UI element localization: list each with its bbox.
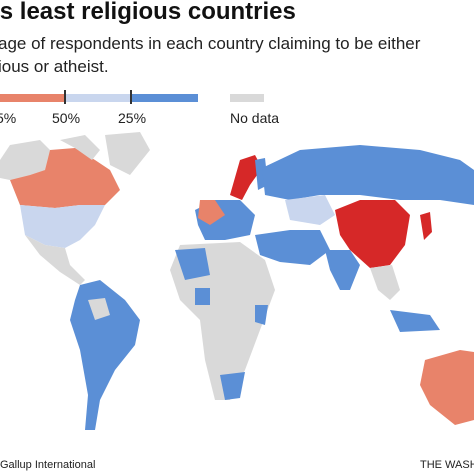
- legend-label: No data: [230, 110, 280, 126]
- venezuela: [88, 298, 110, 320]
- africa: [170, 242, 275, 400]
- legend-label: 50%: [52, 110, 81, 126]
- legend-swatch: [132, 94, 198, 102]
- nigeria: [195, 288, 210, 305]
- western-europe: [198, 200, 225, 225]
- legend-swatch: [66, 94, 130, 102]
- credit: THE WASHI: [420, 459, 474, 471]
- canada: [10, 148, 120, 208]
- legend-label: 25%: [118, 110, 147, 126]
- legend-label: 5%: [0, 110, 17, 126]
- middle-east: [255, 230, 330, 265]
- legend-divider: [130, 90, 132, 104]
- legend-swatch: [230, 94, 264, 102]
- algeria: [175, 248, 210, 280]
- southeast-asia: [370, 265, 400, 300]
- indonesia: [390, 310, 440, 332]
- subtitle-line: age of respondents in each country claim…: [0, 34, 421, 53]
- subtitle-line: ious or atheist.: [0, 57, 109, 76]
- alaska: [0, 140, 50, 180]
- arctic-islands: [60, 135, 100, 160]
- legend-divider: [64, 90, 66, 104]
- australia: [420, 350, 474, 425]
- mexico: [25, 235, 85, 285]
- russia: [262, 145, 474, 205]
- india: [325, 250, 360, 290]
- kenya: [255, 305, 268, 325]
- japan: [420, 212, 432, 240]
- usa: [20, 205, 105, 248]
- source: Gallup International: [0, 459, 96, 471]
- scandinavia: [230, 155, 262, 200]
- kazakhstan: [285, 195, 335, 225]
- south-america: [70, 280, 140, 430]
- legend-swatch: [0, 94, 64, 102]
- china: [335, 200, 410, 268]
- title: ’s least religious countries: [0, 0, 296, 25]
- greenland: [105, 132, 150, 175]
- south-africa: [220, 372, 245, 400]
